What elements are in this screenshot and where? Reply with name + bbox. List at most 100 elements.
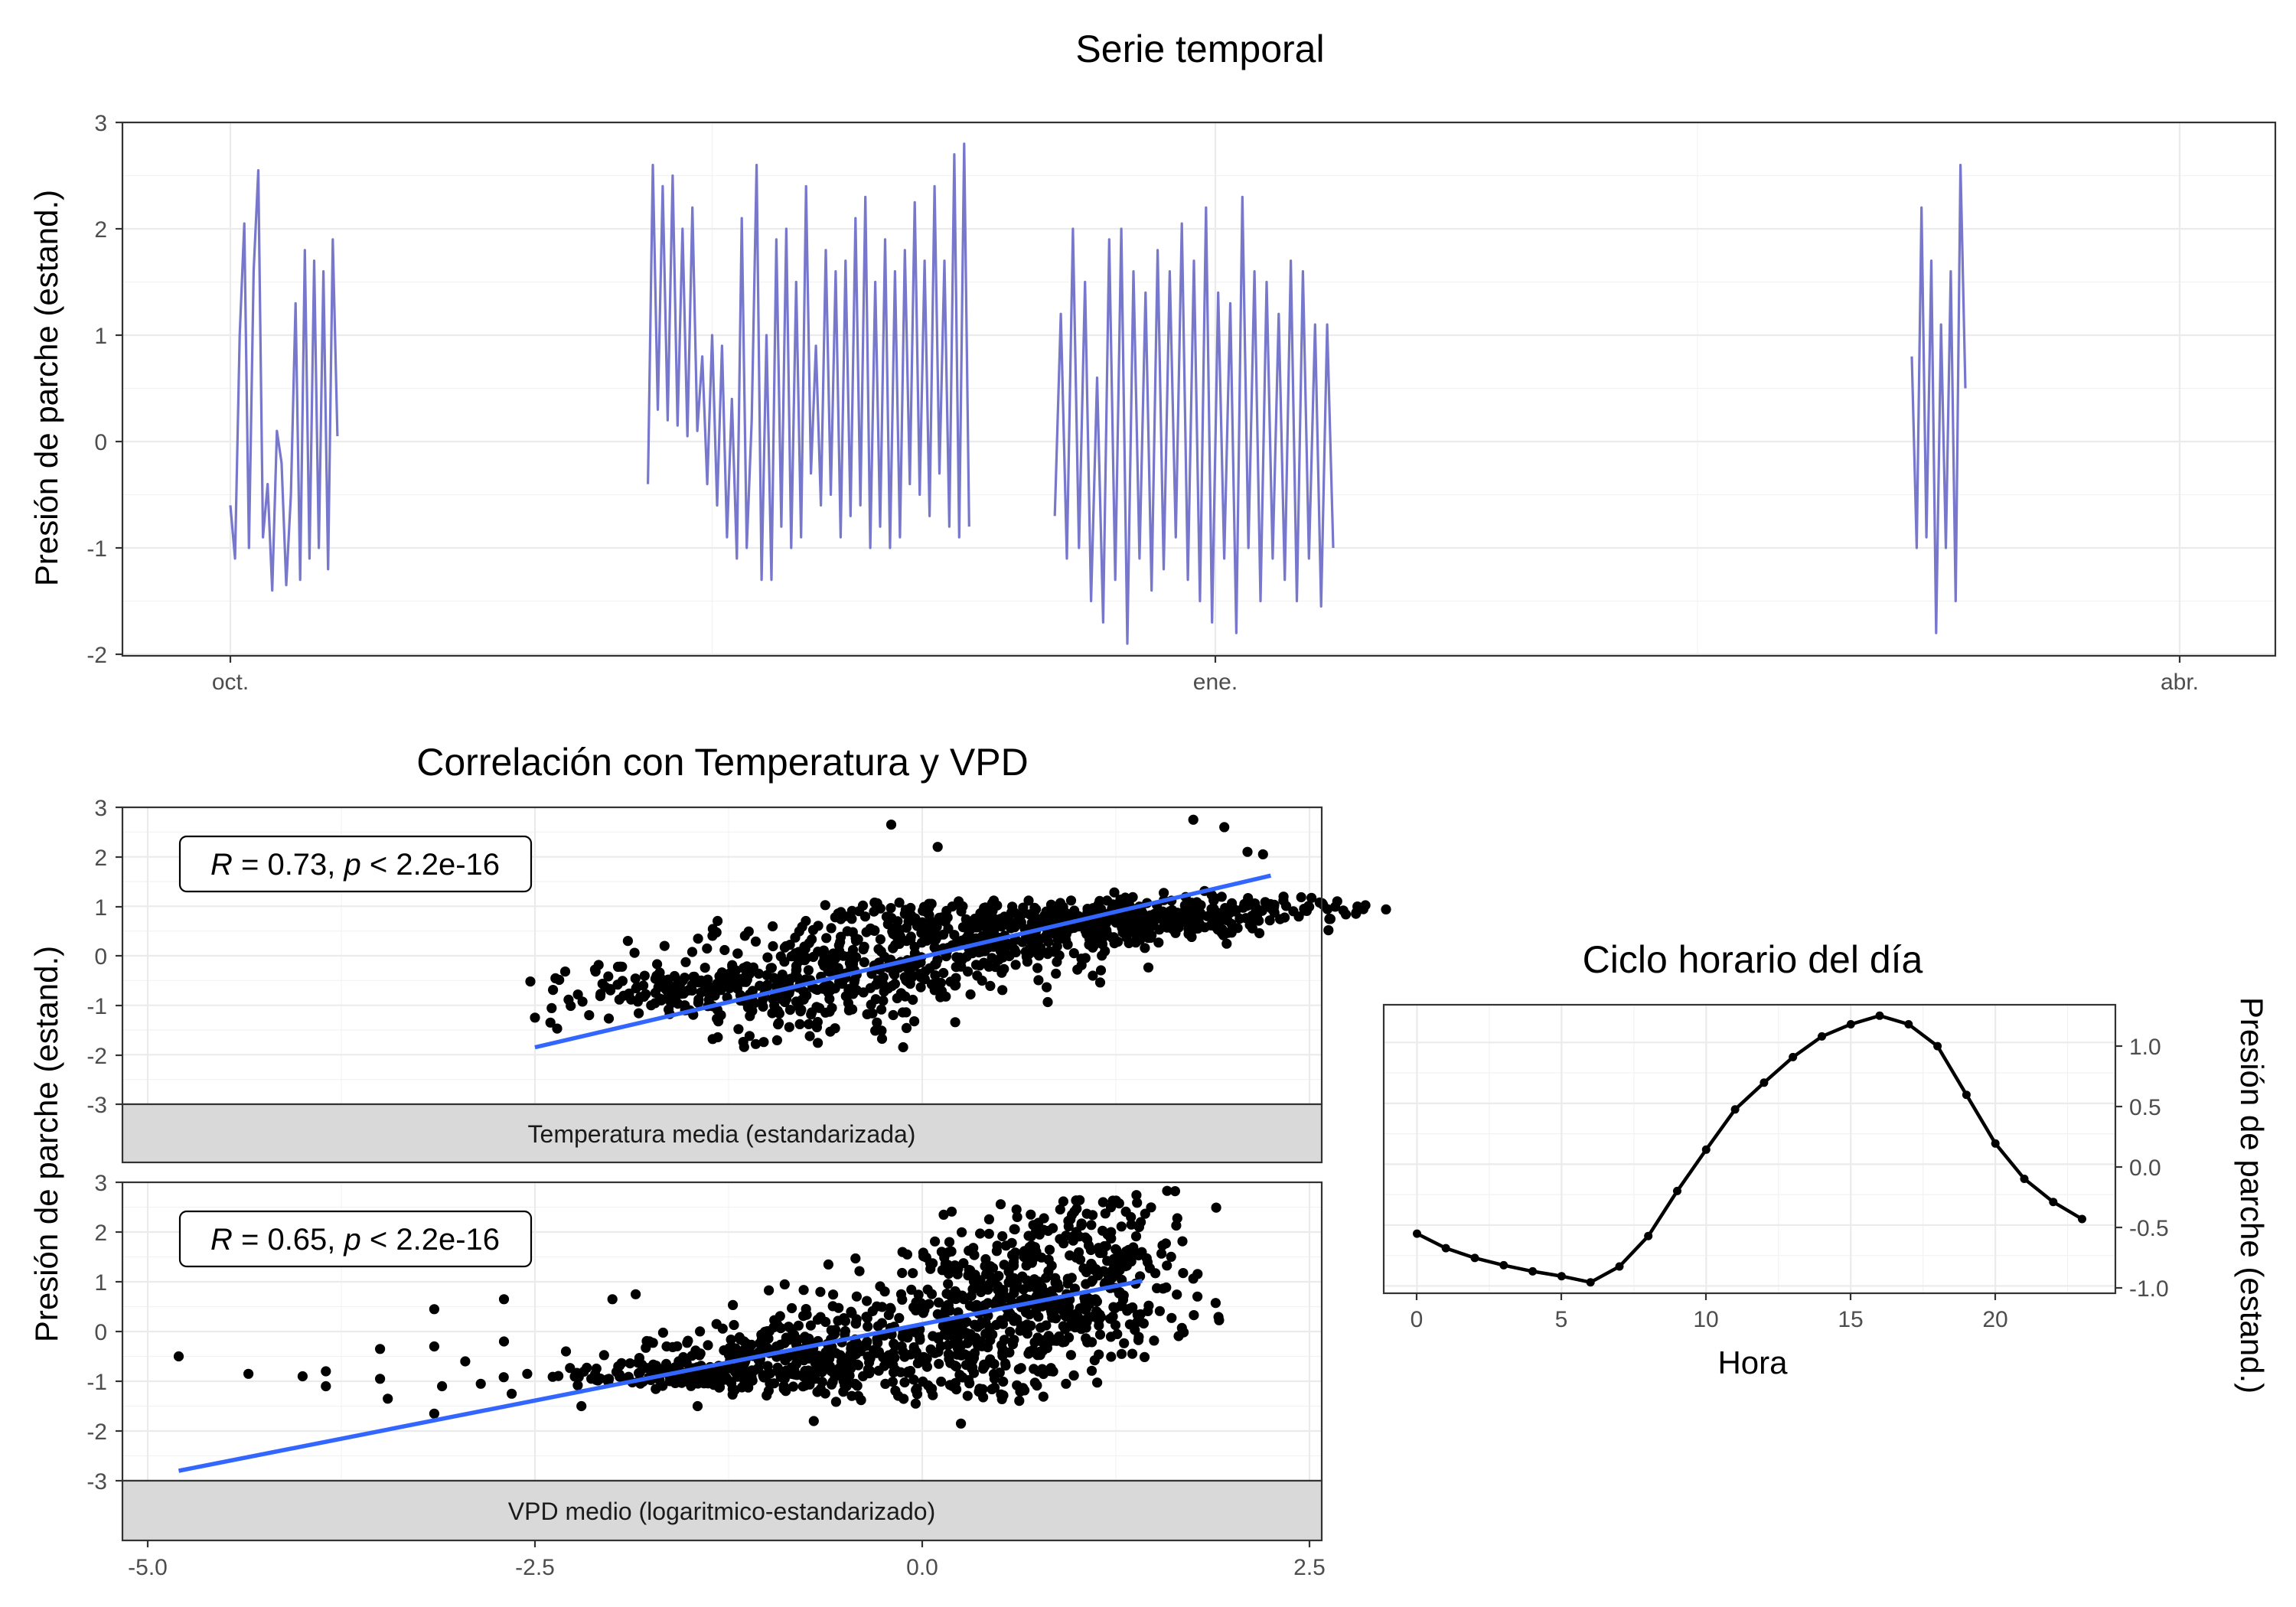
hourly-cycle-plot-background (1384, 1005, 2115, 1293)
scatter-point (830, 1348, 841, 1358)
scatter-point (876, 1004, 887, 1015)
scatter-point (984, 1278, 995, 1289)
scatter-point (762, 952, 773, 963)
scatter-point (775, 1323, 786, 1334)
hourly-y-tick-label: -0.5 (2129, 1216, 2169, 1241)
scatter-point (1042, 982, 1052, 993)
temperature-annotation-text: R = 0.73, p < 2.2e-16 (210, 848, 500, 882)
scatter-point (787, 1302, 797, 1314)
scatter-point (899, 1377, 910, 1388)
scatter-point (1166, 1251, 1176, 1262)
scatter-point (1139, 1351, 1150, 1362)
hourly-cycle-point (1413, 1229, 1421, 1238)
scatter-point (1090, 917, 1101, 927)
scatter-point (498, 1372, 509, 1383)
scatter-point (1023, 895, 1034, 906)
scatter-point (1035, 1322, 1046, 1333)
temperature-annotation-p-value: < 2.2e-16 (361, 848, 500, 882)
scatter-point (830, 953, 841, 963)
scatter-point (846, 914, 857, 924)
scatter-point (1111, 1244, 1122, 1255)
scatter-point (695, 1326, 706, 1337)
scatter-point (938, 967, 949, 979)
scatter-point (830, 1397, 841, 1407)
scatter-point (1243, 893, 1254, 904)
scatter-point (806, 1009, 817, 1020)
scatter-point (865, 983, 876, 993)
scatter-point (1133, 1332, 1144, 1342)
scatter-point (960, 914, 971, 924)
scatter-point (947, 901, 957, 912)
scatter-point (930, 970, 941, 981)
scatter-point (1048, 1223, 1058, 1234)
scatter-point (990, 1382, 1000, 1393)
scatter-point (243, 1368, 254, 1379)
scatter-point (711, 927, 722, 937)
scatter-point (965, 989, 976, 1000)
scatter-point (853, 1360, 863, 1371)
scatter-point (796, 1005, 807, 1015)
scatter-point (1211, 1202, 1221, 1213)
scatter-point (899, 1351, 910, 1362)
scatter-point (821, 933, 832, 944)
vpd-facet-points (173, 1185, 1225, 1473)
scatter-point (931, 934, 941, 945)
scatter-point (746, 1365, 758, 1376)
scatter-point (824, 993, 835, 1004)
scatter-point (1012, 1314, 1022, 1325)
scatter-point (745, 1011, 755, 1022)
scatter-point (850, 1253, 861, 1264)
scatter-point (660, 1358, 672, 1369)
scatter-point (1071, 1195, 1081, 1206)
time-series-line (229, 169, 339, 592)
scatter-point (847, 944, 859, 955)
scatter-point (1094, 1329, 1106, 1340)
scatter-point (630, 973, 641, 984)
scatter-point (1033, 1217, 1044, 1228)
scatter-point (798, 1285, 809, 1296)
scatter-point (944, 1247, 954, 1257)
scatter-point (762, 1326, 773, 1337)
scatter-point (944, 1380, 955, 1390)
scatter-point (1098, 1266, 1109, 1276)
scatter-point (934, 1358, 944, 1369)
scatter-point (867, 1305, 878, 1316)
scatter-point (1134, 915, 1145, 926)
scatter-point (794, 1019, 805, 1029)
hourly-x-tick-label: 5 (1555, 1307, 1568, 1332)
scatter-point (576, 1400, 587, 1412)
scatter-point (870, 1345, 881, 1355)
scatter-point (946, 1206, 957, 1217)
scatter-point (951, 952, 962, 963)
scatter-point (1076, 1220, 1087, 1231)
scatter-point (835, 937, 846, 947)
hourly-cycle-point (1586, 1278, 1595, 1287)
scatter-point (968, 1367, 980, 1378)
scatter-point (1178, 1268, 1189, 1279)
scatter-point (1033, 975, 1044, 986)
hourly-x-axis-title: Hora (1717, 1345, 1788, 1380)
scatter-point (823, 1259, 833, 1270)
scatter-point (953, 936, 964, 947)
scatter-point (1061, 1231, 1071, 1241)
scatter-point (990, 923, 1000, 934)
scatter-point (1154, 906, 1165, 917)
scatter-point (826, 923, 837, 934)
scatter-point (833, 963, 843, 973)
scatter-point (1031, 1305, 1042, 1315)
scatter-point (1238, 902, 1248, 913)
scatter-point (824, 1361, 835, 1371)
scatter-point (1135, 1271, 1146, 1282)
scatter-point (1146, 1202, 1156, 1213)
vpd-y-tick-label: -1 (86, 1370, 107, 1395)
temperature-annotation-r: R (210, 848, 233, 882)
scatter-point (685, 1371, 696, 1381)
hourly-cycle-point (1962, 1090, 1971, 1100)
time-series-x-tick-label: ene. (1193, 670, 1238, 695)
scatter-point (1269, 908, 1280, 918)
scatter-point (1011, 1204, 1022, 1215)
scatter-point (1123, 1257, 1133, 1267)
scatter-point (1061, 1378, 1071, 1389)
temperature-y-tick-label: 0 (94, 944, 107, 970)
hourly-cycle-y-ticks: -1.0 -0.5 0.0 0.5 1.0 (2115, 1035, 2169, 1302)
